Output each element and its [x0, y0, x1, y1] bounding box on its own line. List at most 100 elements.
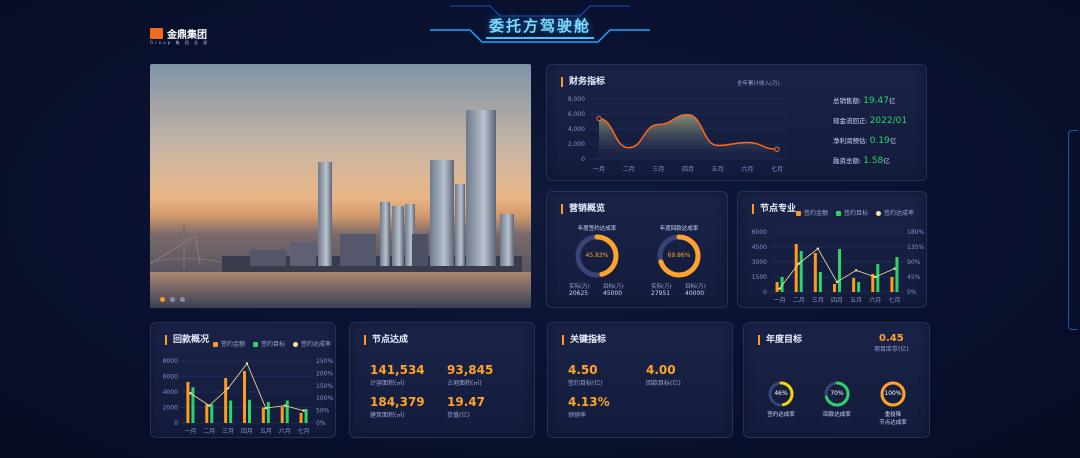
x-tick-label: 一月 [774, 297, 786, 304]
rate-point [264, 406, 268, 410]
x-tick-label: 六月 [869, 296, 881, 304]
node-pro-legend: 签约金额 签约目标 签约达成率 [796, 208, 914, 217]
rate-point [189, 392, 192, 395]
progress-ring [824, 381, 850, 407]
x-tick-label: 三月 [222, 428, 234, 435]
finance-kpi-row: 总销售额: 19.47亿 [833, 95, 895, 106]
ring-value: 45.83% [585, 252, 609, 259]
actual-label: 实际(万) [651, 284, 672, 290]
annual-title: 年度目标 [758, 335, 802, 345]
finance-kpi-row: 融资总额: 1.58亿 [833, 155, 890, 166]
carousel-dot-active[interactable] [160, 297, 165, 302]
rate-point [245, 362, 249, 365]
stat-value: 4.50 [568, 363, 598, 377]
bar-amount [224, 378, 228, 423]
page-title: 委托方驾驶舱 [488, 17, 591, 35]
x-tick-label: 三月 [652, 166, 664, 173]
payback-bar-chart: 8000 6000 4000 2000 0 250% 200% 150% 100% 50% 0% 一月… [163, 358, 334, 435]
stat-label: 占地面积(㎡) [447, 380, 482, 387]
actual-label: 实际(万) [569, 284, 590, 290]
x-tick-label: 五月 [850, 297, 862, 304]
target-value: 40000 [685, 290, 705, 297]
bar-target [248, 399, 251, 423]
y-tick-label: 4,000 [568, 126, 585, 133]
bar-amount [243, 371, 246, 423]
ring-caption: 年度签约达成率 [577, 226, 617, 232]
x-tick-label: 四月 [831, 297, 843, 304]
bar-target [191, 387, 195, 423]
city-skyline-illustration [150, 110, 531, 308]
target-label: 目标(万) [685, 284, 706, 290]
header-frame [430, 5, 650, 43]
bar-target [895, 257, 899, 292]
marketing-title: 营销概览 [561, 204, 605, 214]
stat-label: 签约目标(亿) [568, 380, 603, 387]
nodes-title: 节点达成 [364, 335, 408, 345]
payback-title: 回款概况 [165, 335, 209, 345]
kpi-unit: 亿 [889, 137, 897, 145]
hero-image [150, 64, 531, 308]
finance-card: 财务指标 全年累计收入(万) 8,000 6,000 4,000 2,000 0 一月 二月… [546, 64, 927, 181]
carousel-dot[interactable] [180, 297, 185, 302]
data-point [596, 115, 602, 122]
finance-kpi-row: 现金流回正: 2022/01 [833, 115, 907, 126]
logo-subtext: Group 集 团 总 部 [150, 40, 210, 45]
bar-target [266, 402, 270, 423]
bar-amount [794, 244, 798, 292]
y2-tick-label: 0% [907, 289, 917, 296]
finance-area-chart: 8,000 6,000 4,000 2,000 0 一月 二月 三月 四月 五月 六月 七月 [568, 96, 787, 173]
kpi-label: 净利润预估: [833, 137, 868, 145]
rate-point [302, 409, 305, 412]
y-tick-label: 6,000 [568, 111, 585, 118]
x-tick-label: 一月 [184, 428, 196, 435]
node-pro-card: 节点专业 签约金额 签约目标 签约达成率 6000 4500 3000 1500 0 18… [737, 191, 927, 308]
legend-item: 签约金额 [796, 208, 828, 217]
y2-tick-label: 135% [907, 244, 924, 251]
rate-point [854, 269, 858, 272]
x-tick-label: 七月 [298, 427, 310, 435]
y2-tick-label: 150% [316, 383, 333, 390]
ring-label: 重投降 节点达成率 [879, 412, 907, 426]
x-tick-label: 二月 [203, 428, 215, 435]
kpi-label: 融资总额: [833, 157, 862, 165]
legend-item: 签约目标 [836, 208, 868, 217]
rate-point [208, 404, 211, 407]
stat-value: 19.47 [447, 395, 485, 409]
stat-label: 建筑面积(㎡) [370, 412, 405, 419]
progress-ring [575, 234, 619, 278]
series-line [598, 113, 778, 150]
actual-value: 27951 [651, 290, 671, 297]
kpi-unit: 亿 [883, 157, 890, 165]
ring-label: 回款达成率 [823, 412, 851, 418]
rate-point [893, 267, 896, 270]
stat-value: 93,845 [447, 363, 494, 377]
key-title: 关键指标 [562, 335, 606, 345]
bar-amount [852, 278, 856, 292]
bar-amount [813, 253, 817, 292]
y2-tick-label: 45% [907, 274, 921, 281]
data-point [774, 146, 780, 152]
bar-amount [299, 412, 303, 423]
y2-tick-label: 200% [316, 370, 333, 377]
bar-target [876, 264, 880, 292]
ring-value: 46% [774, 390, 788, 397]
nodes-card: 节点达成 141,534 计容面积(㎡) 93,845 占地面积(㎡) 184,379 建… [349, 322, 535, 438]
rate-point [816, 247, 820, 250]
actual-value: 20625 [569, 290, 589, 297]
kpi-value: 2022/01 [869, 116, 908, 126]
bar-amount [890, 277, 894, 292]
stat-value: 4.13% [568, 395, 610, 409]
stat-value: 184,379 [370, 395, 425, 409]
progress-ring [768, 381, 794, 407]
finance-title: 财务指标 [561, 77, 605, 87]
carousel-dot[interactable] [170, 297, 175, 302]
target-value: 45000 [603, 290, 623, 297]
x-tick-label: 六月 [741, 165, 753, 173]
kpi-value: 1.58 [863, 156, 884, 166]
bar-amount [775, 282, 779, 292]
annual-top-stat: 0.45 项目库存(亿) [874, 333, 909, 353]
edge-frame-decoration [1068, 130, 1078, 330]
legend-item: 签约金额 [213, 339, 245, 348]
ring-value: 69.86% [667, 252, 691, 259]
ring-label: 签约达成率 [767, 412, 795, 418]
